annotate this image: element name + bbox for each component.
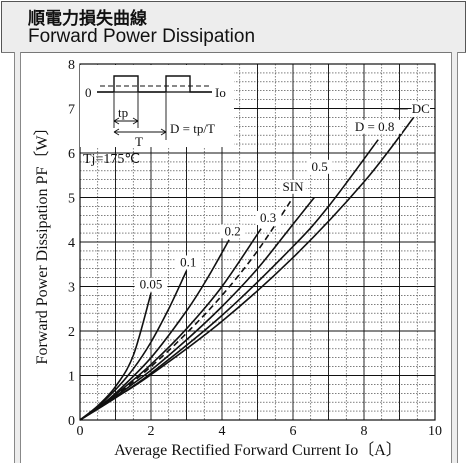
right-panel-bar [451, 52, 458, 463]
curve-labels: 0.05 0.1 0.2 0.3 SIN 0.5 D = 0.8 DC [134, 101, 430, 292]
inset-tp-dimension [113, 93, 139, 128]
curve-label: DC [412, 101, 430, 116]
curve-label: 0.05 [140, 277, 163, 292]
curve-label-background [411, 101, 430, 116]
y-tick-label: 0 [68, 414, 75, 429]
series-line-0-2 [79, 239, 230, 421]
inset-io-label: Io [215, 85, 226, 100]
x-tick-label: 2 [148, 424, 155, 439]
series-line-0-5 [79, 196, 315, 421]
y-axis-ticks: 0 1 2 3 4 5 6 7 8 [68, 58, 75, 429]
curve-label: 0.5 [312, 159, 328, 174]
y-tick-label: 2 [68, 325, 75, 340]
inset-background [80, 65, 234, 147]
y-tick-label: 5 [68, 192, 75, 207]
curve-label-background [175, 255, 202, 270]
x-tick-label: 8 [361, 424, 368, 439]
curve-label-background [306, 159, 333, 174]
inset-period-label: T [135, 134, 143, 149]
x-axis-label: Average Rectified Forward Current Io〔A〕 [114, 441, 402, 459]
y-tick-label: 1 [68, 370, 75, 385]
inset-duty-formula: D = tp/T [170, 121, 215, 136]
curve-label: 0.2 [225, 223, 241, 238]
y-tick-label: 6 [68, 147, 75, 162]
series-layer [79, 116, 415, 421]
junction-temperature-note: Tj=175℃ [83, 152, 140, 167]
inset-period-dimension [113, 93, 167, 140]
curve-label-background [255, 210, 281, 225]
x-tick-label: 10 [428, 424, 442, 439]
x-tick-label: 4 [219, 424, 226, 439]
inset-zero-label: 0 [85, 85, 92, 100]
x-tick-label: 6 [290, 424, 297, 439]
series-line-0-8 [79, 139, 379, 421]
series-line-dc [79, 116, 415, 421]
curve-label: D = 0.8 [355, 119, 394, 134]
curve-label: 0.3 [260, 210, 276, 225]
y-tick-label: 8 [68, 58, 75, 73]
y-tick-label: 4 [68, 236, 75, 251]
curve-label-background [280, 179, 306, 194]
inset-tp-label: tp [118, 105, 128, 120]
curve-label-background [219, 224, 246, 239]
duty-cycle-inset: 0 Io tp T D = tp/T [80, 65, 234, 149]
left-panel-bar [14, 52, 21, 463]
y-axis-label: Forward Power Dissipation PF〔W〕 [33, 120, 51, 365]
inset-pulse-waveform [97, 75, 212, 93]
y-tick-label: 3 [68, 281, 75, 296]
curve-label-background [134, 277, 168, 292]
series-line-0-3 [79, 228, 262, 421]
curve-label-background [347, 119, 402, 134]
curve-label: SIN [283, 179, 305, 194]
x-axis-ticks: 0 2 4 6 8 10 [77, 424, 443, 439]
curve-label: 0.1 [180, 254, 196, 269]
chart-title-english: Forward Power Dissipation [28, 26, 256, 47]
x-tick-label: 0 [77, 424, 84, 439]
y-tick-label: 7 [68, 103, 75, 118]
chart-title-japanese: 順電力損失曲線 [28, 9, 147, 29]
plot-area-border [79, 63, 436, 421]
